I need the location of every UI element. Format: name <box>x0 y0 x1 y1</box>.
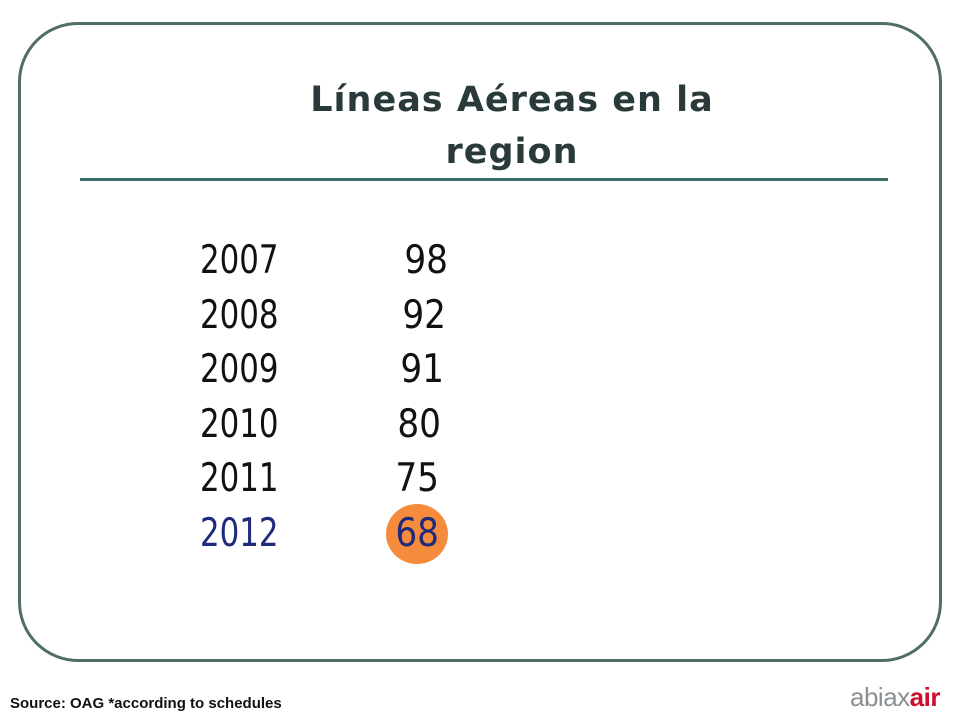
year: 2008 <box>200 292 279 338</box>
title: region <box>445 132 579 172</box>
title: Líneas Aéreas en la <box>310 80 714 120</box>
logo: abiaxair <box>850 682 940 713</box>
year: 2010 <box>200 401 279 447</box>
highlight-circle <box>386 504 448 564</box>
logo-text: air <box>909 682 941 712</box>
airline-count: 75 <box>395 456 439 501</box>
airline-count: 92 <box>402 292 446 338</box>
airline-count: 68 <box>395 510 439 556</box>
airline-count: 80 <box>397 401 441 447</box>
airline-count: 98 <box>404 238 448 283</box>
logo-text: abiax <box>850 682 910 712</box>
title-rule <box>80 178 888 181</box>
frame <box>18 22 942 662</box>
source-note: Source: OAG *according to schedules <box>10 695 282 712</box>
year: 2012 <box>200 510 279 556</box>
airline-count: 91 <box>400 347 444 392</box>
year: 2009 <box>200 347 279 392</box>
year: 2007 <box>200 238 279 283</box>
year: 2011 <box>200 456 279 501</box>
